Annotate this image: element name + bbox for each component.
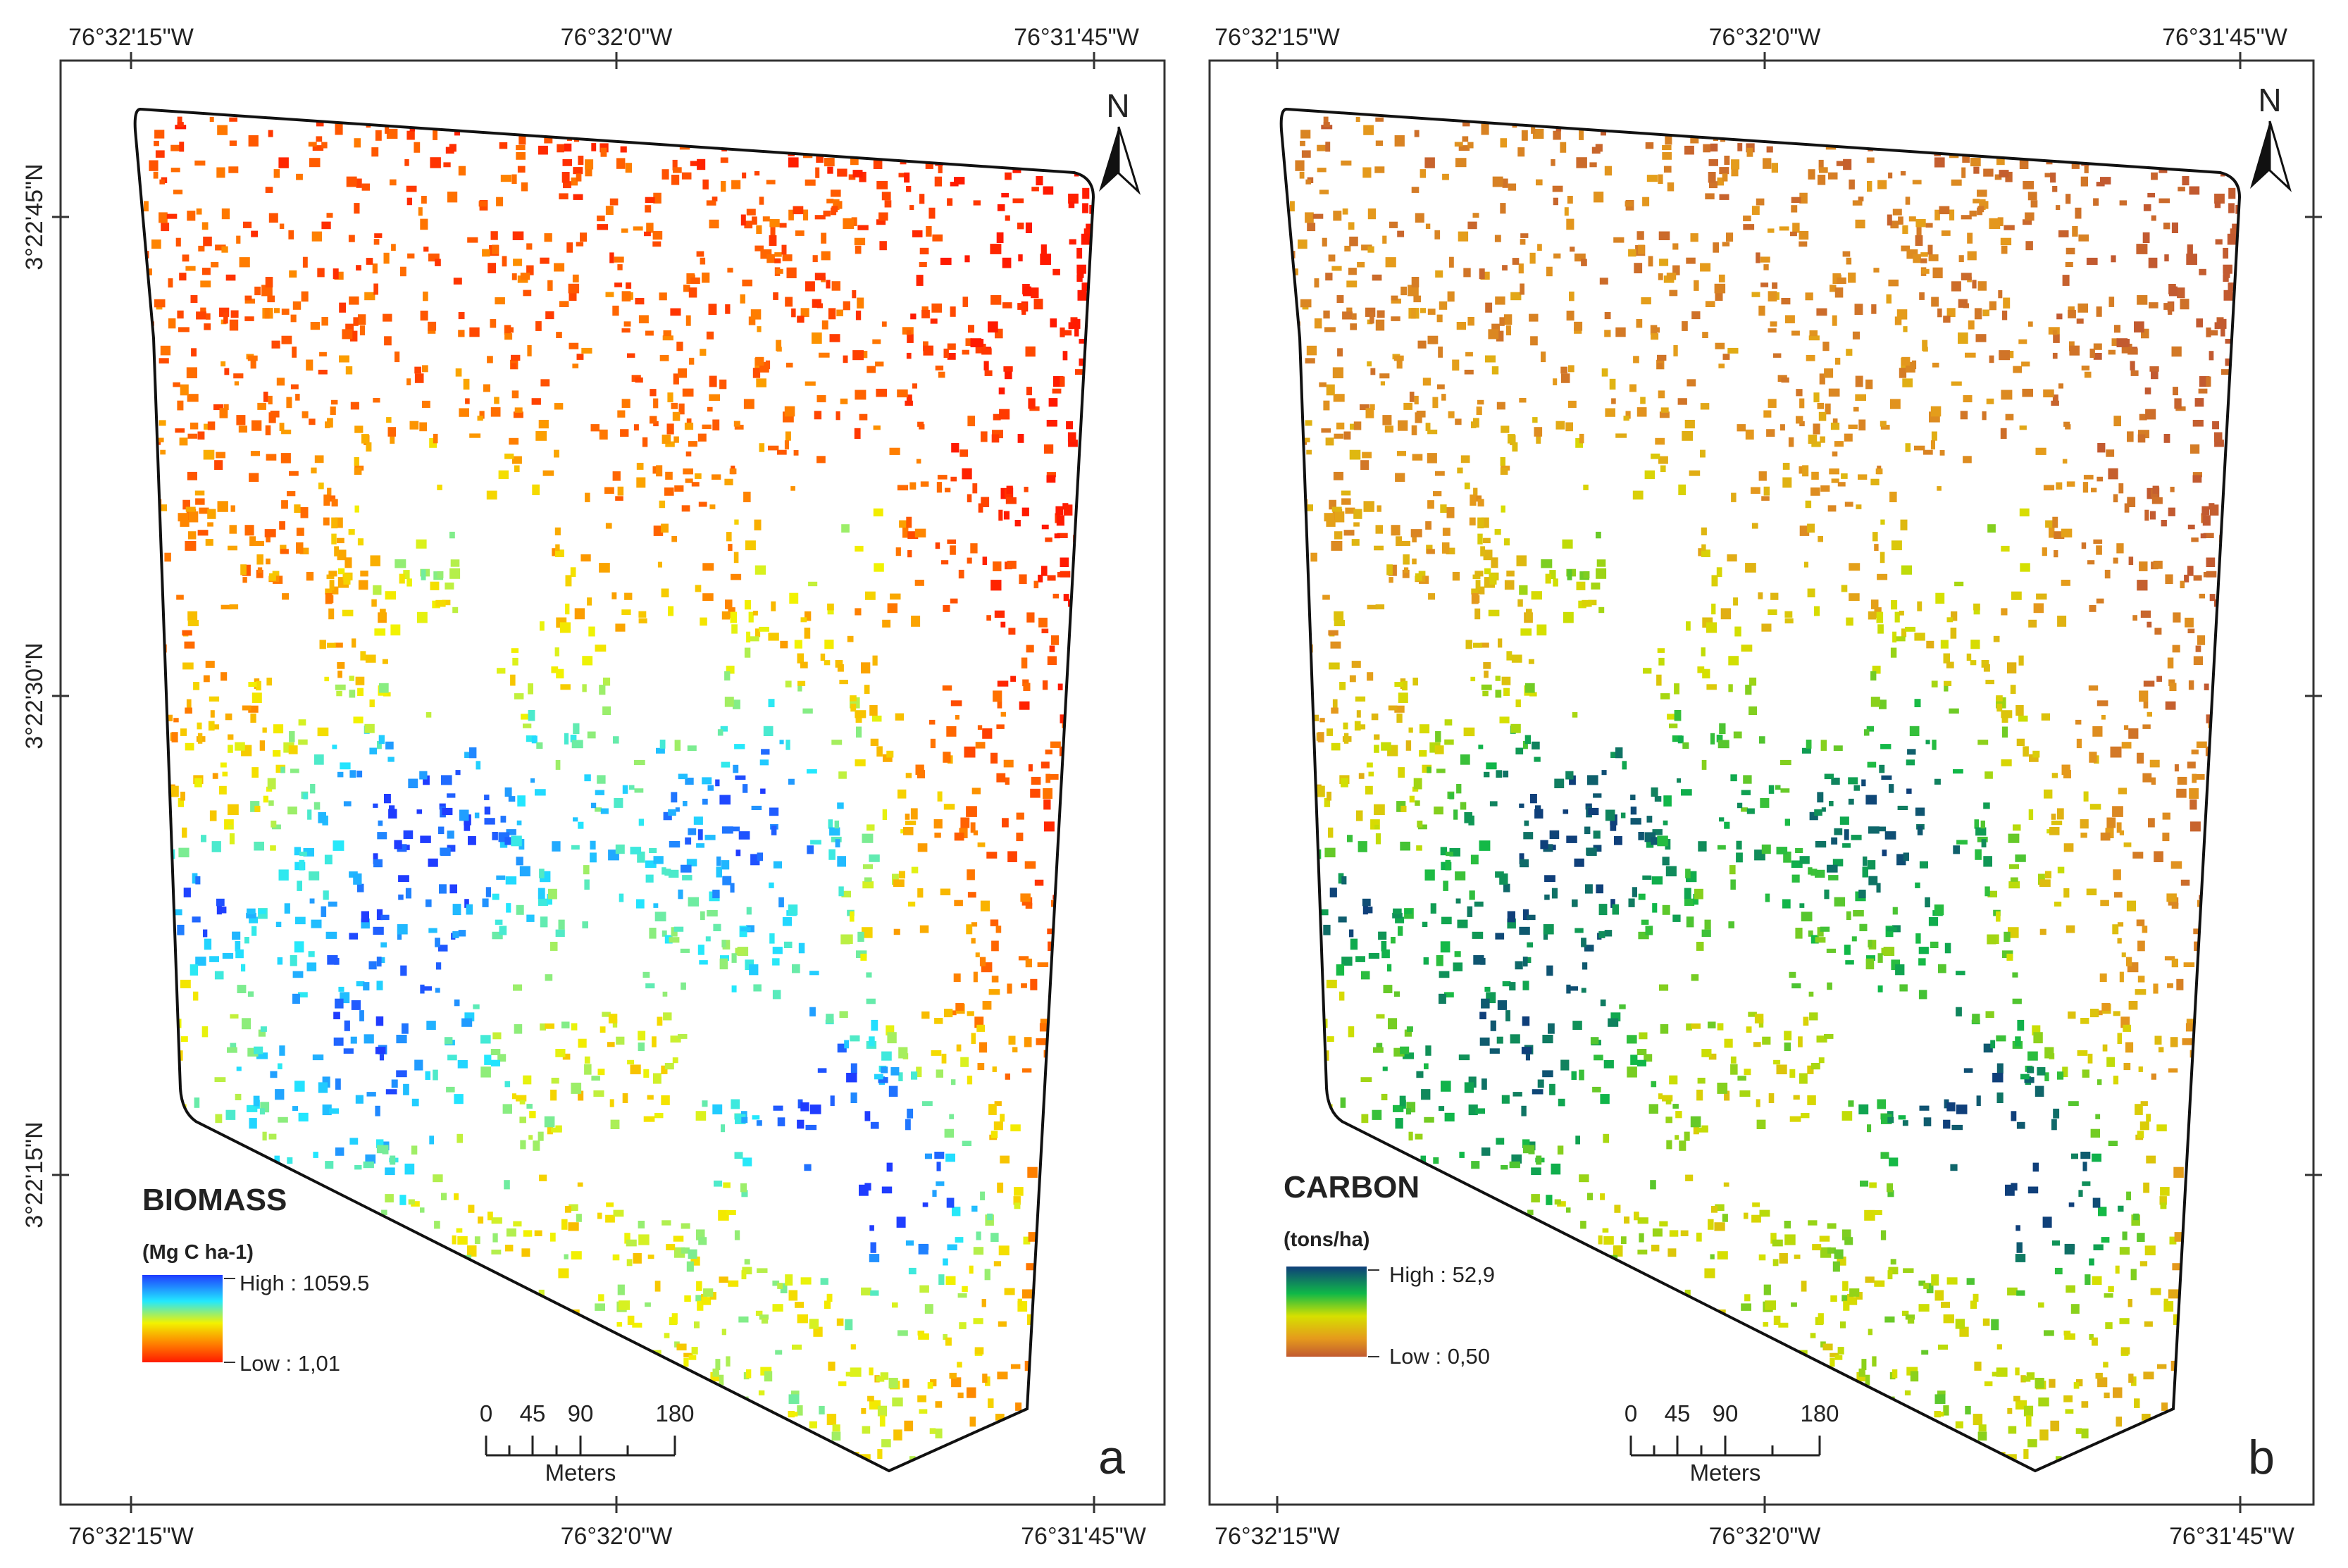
bottom-lon-label-1: 76°32'15"W [1215, 1523, 1340, 1550]
left-lat-label-3: 3°22'15"N [21, 1121, 48, 1228]
panel-letter: b [2248, 1431, 2275, 1484]
legend-low: Low : 1,01 [240, 1351, 340, 1376]
legend-color-ramp [1286, 1267, 1367, 1357]
top-lon-label-1: 76°32'15"W [68, 24, 194, 51]
svg-text:180: 180 [655, 1400, 694, 1426]
bottom-lon-label-2: 76°32'0"W [1709, 1523, 1821, 1550]
top-lon-label-3: 76°31'45"W [2162, 24, 2287, 51]
scale-unit: Meters [545, 1460, 616, 1486]
svg-text:N: N [1106, 87, 1129, 124]
map-panel-a: 76°32'15"W 76°32'0"W 76°31'45"W 76°32'15… [21, 24, 1164, 1550]
left-lat-label-2: 3°22'30"N [21, 642, 48, 749]
svg-text:90: 90 [568, 1400, 594, 1426]
legend-high: High : 52,9 [1389, 1262, 1495, 1287]
panel-letter: a [1098, 1431, 1125, 1484]
legend-unit: (tons/ha) [1284, 1228, 1369, 1251]
svg-text:0: 0 [480, 1400, 492, 1426]
legend-unit: (Mg C ha-1) [142, 1241, 254, 1264]
legend-title: BIOMASS [142, 1183, 287, 1217]
legend-color-ramp [142, 1275, 223, 1362]
top-lon-label-1: 76°32'15"W [1215, 24, 1340, 51]
svg-text:45: 45 [520, 1400, 546, 1426]
left-lat-label-1: 3°22'45"N [21, 163, 48, 270]
bottom-lon-label-3: 76°31'45"W [1021, 1523, 1146, 1550]
bottom-lon-label-1: 76°32'15"W [68, 1523, 194, 1550]
bottom-lon-label-2: 76°32'0"W [561, 1523, 673, 1550]
map-panel-b: 76°32'15"W 76°32'0"W 76°31'45"W 76°32'15… [1210, 24, 2322, 1550]
top-lon-label-3: 76°31'45"W [1014, 24, 1139, 51]
legend-low: Low : 0,50 [1389, 1344, 1490, 1369]
legend-title: CARBON [1284, 1170, 1420, 1205]
bottom-lon-label-3: 76°31'45"W [2169, 1523, 2294, 1550]
legend-high: High : 1059.5 [240, 1271, 369, 1295]
top-lon-label-2: 76°32'0"W [1709, 24, 1821, 51]
scale-unit: Meters [1690, 1460, 1761, 1486]
top-lon-label-2: 76°32'0"W [561, 24, 673, 51]
